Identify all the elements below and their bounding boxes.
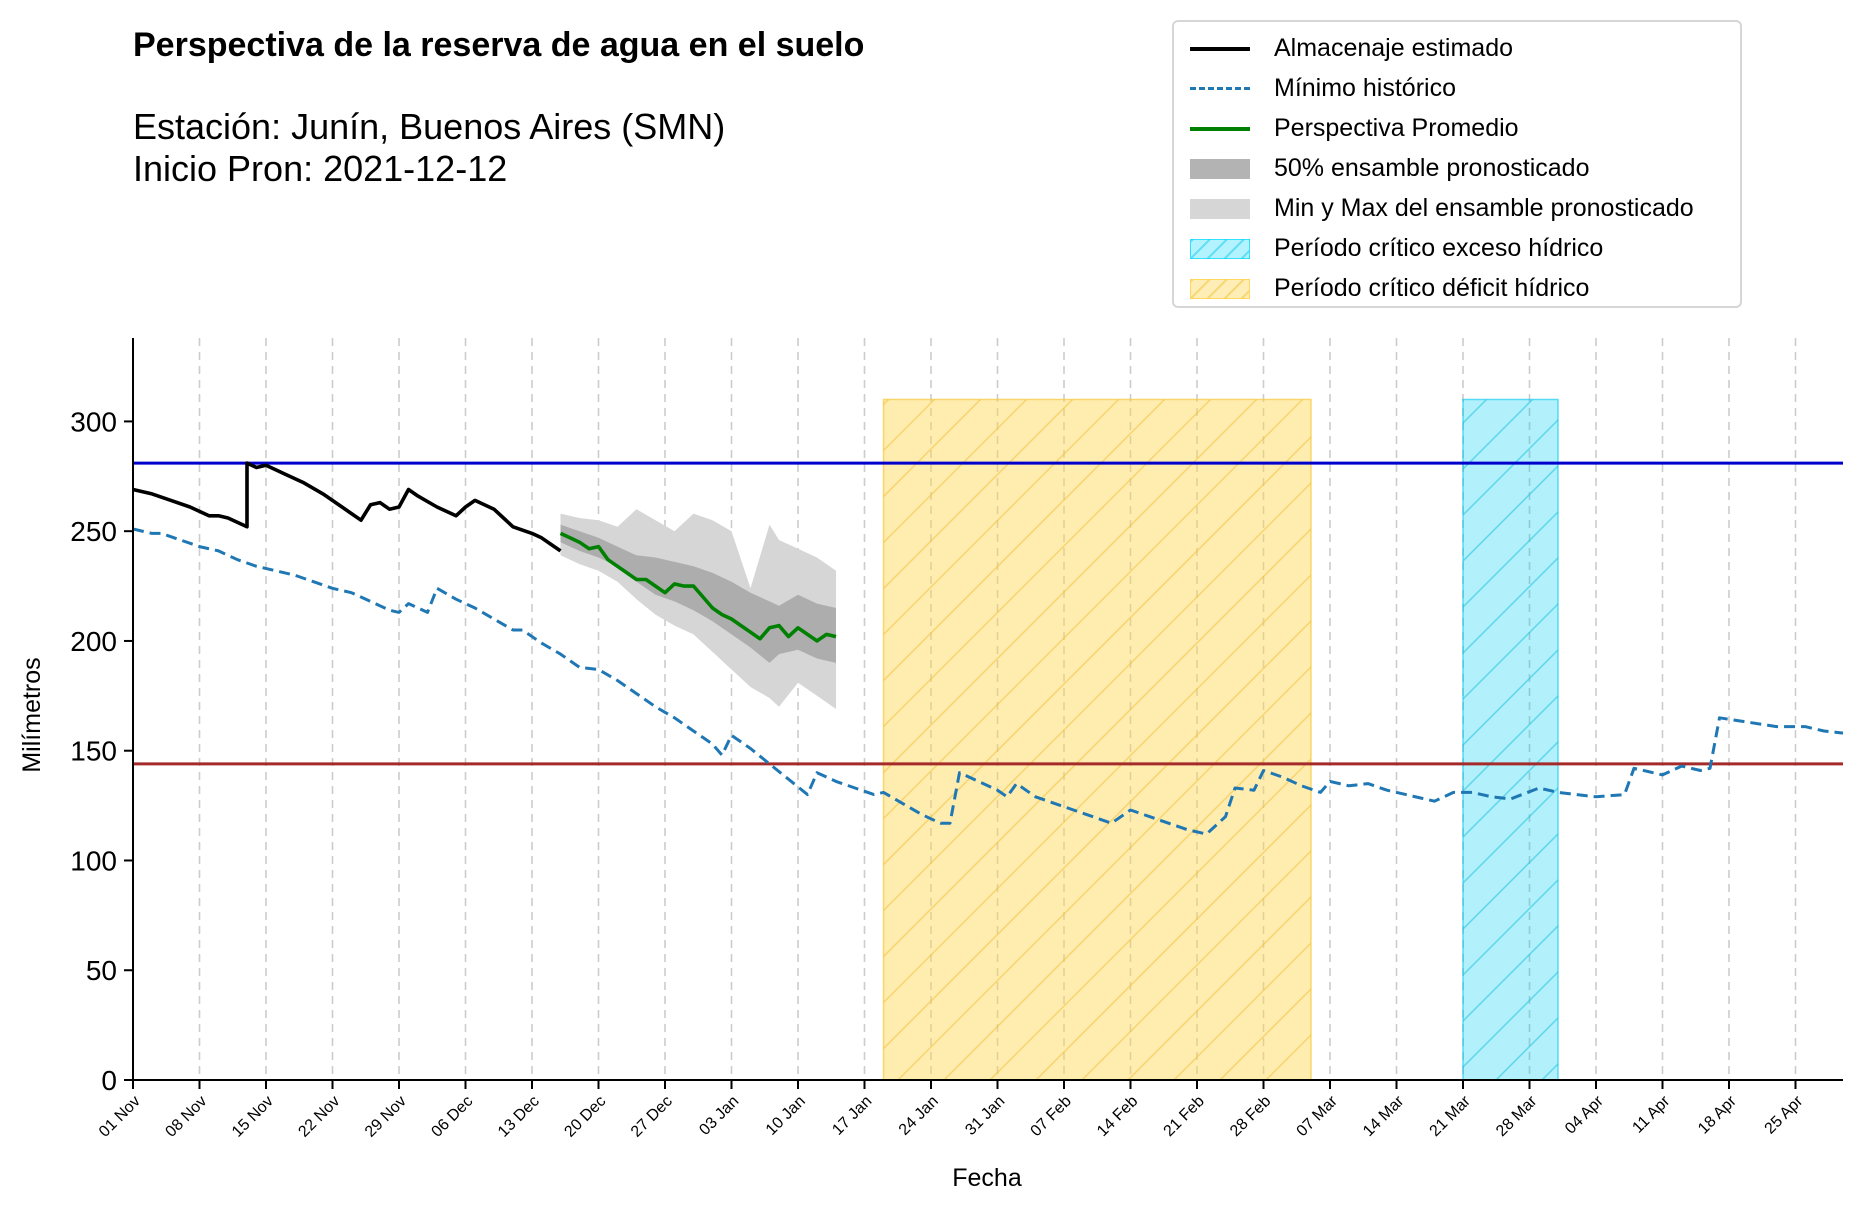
y-tick-label: 200 <box>70 626 117 657</box>
y-tick-label: 300 <box>70 406 117 437</box>
legend-item-mean: Perspectiva Promedio <box>1184 112 1734 146</box>
x-tick-label: 27 Dec <box>628 1093 676 1141</box>
x-tick-label: 06 Dec <box>428 1093 476 1141</box>
x-tick-label: 14 Mar <box>1360 1092 1408 1140</box>
period-hatch-exceso <box>1463 399 1558 1080</box>
legend-swatch-mean <box>1190 127 1250 131</box>
x-tick-label: 20 Dec <box>561 1093 609 1141</box>
legend-label-p50: 50% ensamble pronosticado <box>1274 154 1590 182</box>
legend-label-exceso: Período crítico exceso hídrico <box>1274 234 1604 262</box>
x-tick-label: 10 Jan <box>763 1093 809 1139</box>
legend-swatch-p50 <box>1190 159 1250 179</box>
legend-label-minmax: Min y Max del ensamble pronosticado <box>1274 194 1694 222</box>
legend-label-obs: Almacenaje estimado <box>1274 34 1514 62</box>
x-tick-label: 15 Nov <box>229 1093 277 1141</box>
legend-item-p50: 50% ensamble pronosticado <box>1184 152 1734 186</box>
x-tick-label: 21 Feb <box>1161 1093 1208 1140</box>
legend-item-minmax: Min y Max del ensamble pronosticado <box>1184 192 1734 226</box>
series-almacenaje-line <box>132 461 562 553</box>
y-tick-label: 150 <box>70 736 117 767</box>
legend-swatch-minmax <box>1190 199 1250 219</box>
x-tick-label: 07 Feb <box>1028 1093 1075 1140</box>
y-tick-label: 250 <box>70 516 117 547</box>
legend-item-min: Mínimo histórico <box>1184 72 1734 106</box>
period-hatch-deficit <box>883 399 1311 1080</box>
station-label: Estación: Junín, Buenos Aires (SMN) <box>133 106 726 147</box>
forecast-start-label: Inicio Pron: 2021-12-12 <box>133 148 508 189</box>
x-tick-label: 07 Mar <box>1294 1092 1342 1140</box>
x-tick-label: 11 Apr <box>1629 1092 1673 1136</box>
x-tick-label: 01 Nov <box>96 1093 144 1141</box>
legend-label-mean: Perspectiva Promedio <box>1274 114 1519 142</box>
y-tick-label: 50 <box>86 955 117 986</box>
series-minimo-line <box>132 527 1844 836</box>
legend-label-min: Mínimo histórico <box>1274 74 1456 102</box>
x-tick-label: 18 Apr <box>1695 1092 1740 1137</box>
x-tick-label: 22 Nov <box>295 1093 343 1141</box>
x-tick-label: 03 Jan <box>696 1093 742 1139</box>
legend-item-exceso: Período crítico exceso hídrico <box>1184 232 1734 266</box>
legend-swatch-min <box>1190 87 1250 90</box>
x-tick-label: 24 Jan <box>896 1093 942 1139</box>
legend: Almacenaje estimado Mínimo histórico Per… <box>1172 20 1742 308</box>
series-perspectiva-line <box>559 531 837 643</box>
x-tick-label: 17 Jan <box>829 1093 875 1139</box>
x-tick-label: 08 Nov <box>162 1093 210 1141</box>
x-tick-label: 21 Mar <box>1427 1092 1475 1140</box>
y-tick-label: 0 <box>101 1065 117 1096</box>
x-tick-label: 31 Jan <box>962 1093 1008 1139</box>
legend-swatch-exceso <box>1190 239 1250 259</box>
legend-label-deficit: Período crítico déficit hídrico <box>1274 274 1590 302</box>
x-axis-label: Fecha <box>952 1164 1022 1192</box>
x-tick-label: 13 Dec <box>495 1093 543 1141</box>
y-axis-label: Milímetros <box>18 657 46 772</box>
x-tick-label: 04 Apr <box>1562 1092 1607 1137</box>
legend-swatch-deficit <box>1190 279 1250 299</box>
x-tick-label: 28 Feb <box>1227 1093 1274 1140</box>
legend-swatch-obs <box>1190 47 1250 51</box>
x-tick-label: 29 Nov <box>362 1093 410 1141</box>
y-tick-label: 100 <box>70 845 117 876</box>
x-tick-label: 14 Feb <box>1094 1093 1141 1140</box>
x-tick-label: 25 Apr <box>1762 1092 1807 1137</box>
legend-item-deficit: Período crítico déficit hídrico <box>1184 272 1734 306</box>
legend-item-obs: Almacenaje estimado <box>1184 32 1734 66</box>
x-tick-label: 28 Mar <box>1493 1092 1541 1140</box>
chart-title: Perspectiva de la reserva de agua en el … <box>133 26 865 64</box>
